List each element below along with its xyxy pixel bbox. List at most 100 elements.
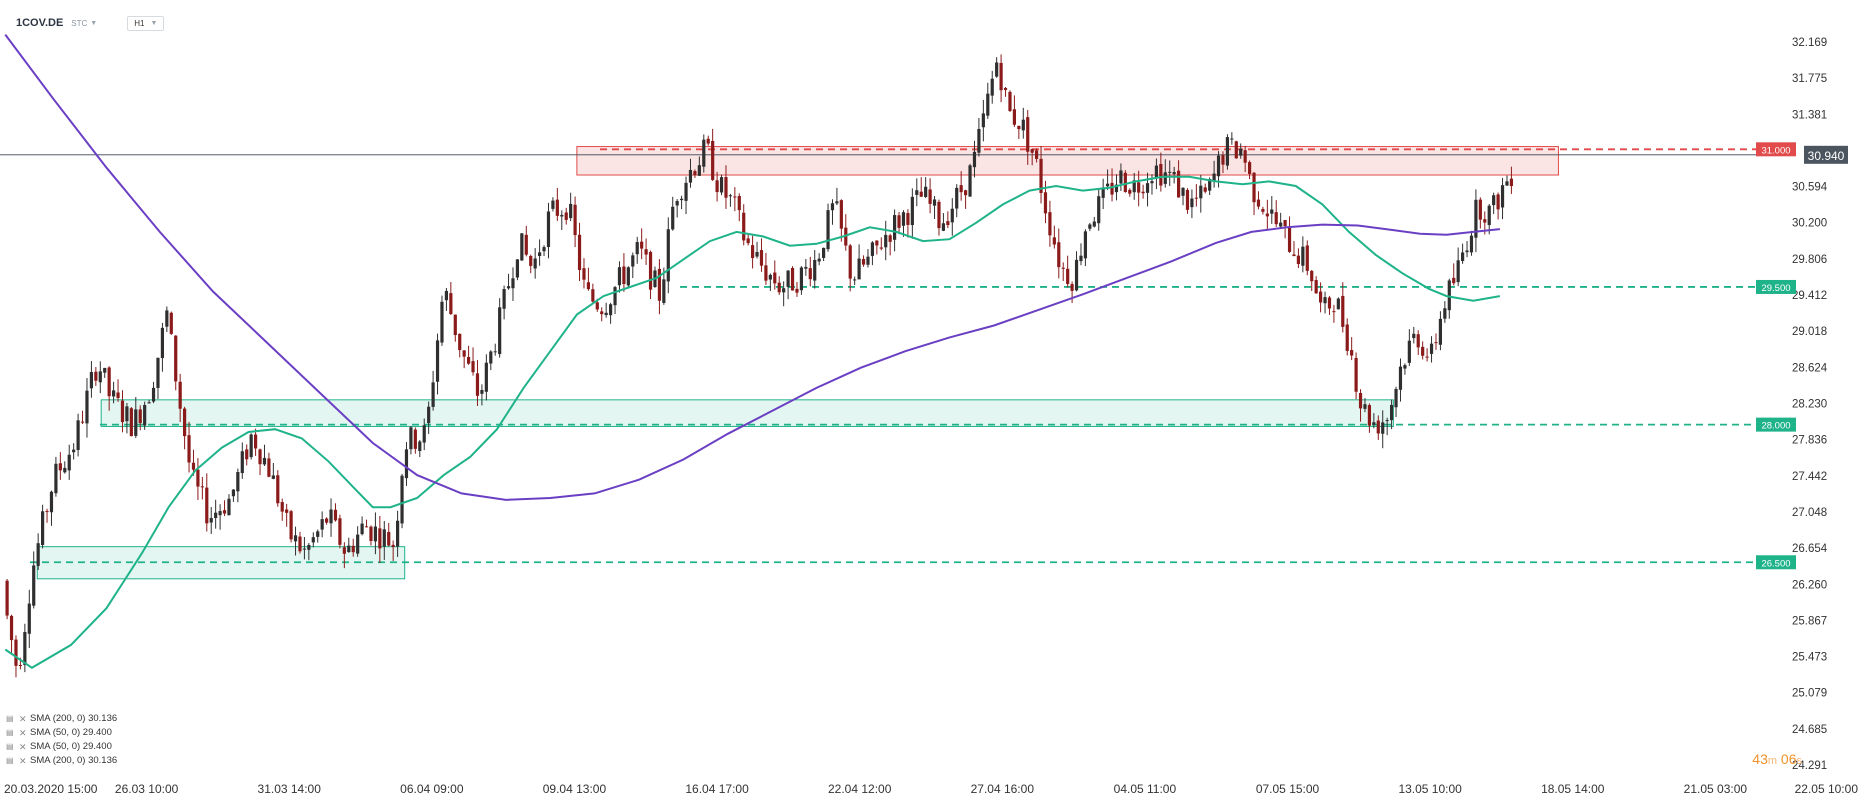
candle-body xyxy=(45,511,49,513)
candle-body xyxy=(1248,162,1252,174)
candle-body xyxy=(351,545,355,553)
candle-body xyxy=(1483,219,1487,223)
candle-body xyxy=(1172,172,1176,175)
candle-body xyxy=(1447,280,1451,311)
close-icon[interactable]: ✕ xyxy=(19,728,27,738)
y-tick-label: 27.836 xyxy=(1792,435,1827,447)
x-tick-label: 16.04 17:00 xyxy=(685,782,749,796)
candle-body xyxy=(196,469,200,487)
legend-item[interactable]: ▤ ✕ SMA (200, 0) 30.136 xyxy=(6,712,117,726)
source-selector[interactable]: STC ▼ xyxy=(71,19,97,28)
candle-body xyxy=(1008,91,1012,112)
x-tick-label: 07.05 15:00 xyxy=(1256,782,1320,796)
candle-body xyxy=(1154,165,1159,179)
candle-body xyxy=(582,268,586,280)
candle-body xyxy=(773,272,777,284)
sma-50-line[interactable] xyxy=(4,175,1501,669)
candle-body xyxy=(1292,254,1296,257)
candle-body xyxy=(613,287,617,306)
candle-body xyxy=(1403,365,1407,369)
symbol-label[interactable]: 1COV.DE xyxy=(16,17,64,29)
candle-body xyxy=(573,204,577,236)
candle-body xyxy=(378,528,382,549)
candle-body xyxy=(1252,172,1256,203)
candle-body xyxy=(657,268,662,301)
candle-body xyxy=(1478,199,1482,220)
y-tick-label: 31.775 xyxy=(1792,73,1827,85)
support-zone[interactable] xyxy=(100,399,1394,427)
y-tick-label: 27.048 xyxy=(1792,507,1827,519)
candle-body xyxy=(1234,141,1238,159)
candle-body xyxy=(427,406,431,424)
candle-body xyxy=(875,240,879,246)
candle-body xyxy=(440,301,444,343)
candle-body xyxy=(1319,291,1323,303)
candle-body xyxy=(471,361,475,373)
level-badge[interactable] xyxy=(1756,142,1796,157)
close-icon[interactable]: ✕ xyxy=(19,714,27,724)
candle-body xyxy=(5,580,9,616)
candle-body xyxy=(768,274,772,280)
legend-item[interactable]: ▤ ✕ SMA (50, 0) 29.400 xyxy=(6,726,117,740)
candle-body xyxy=(98,371,102,383)
candle-body xyxy=(1301,246,1305,266)
candle-body xyxy=(1194,197,1198,199)
candle-body xyxy=(853,279,857,281)
candle-body xyxy=(1496,194,1500,210)
candle-body xyxy=(41,511,45,546)
level-badge[interactable] xyxy=(1756,555,1796,570)
candle-body xyxy=(680,198,684,201)
y-tick-label: 31.381 xyxy=(1792,109,1827,121)
candle-body xyxy=(1243,150,1247,163)
candle-body xyxy=(1159,163,1163,186)
level-badge[interactable] xyxy=(1756,279,1796,294)
legend-item[interactable]: ▤ ✕ SMA (50, 0) 29.400 xyxy=(6,740,117,754)
candle-body xyxy=(160,327,165,359)
candle-body xyxy=(63,467,67,473)
candle-body xyxy=(187,435,191,463)
candle-body xyxy=(467,357,471,364)
candle-body xyxy=(728,195,733,197)
candle-body xyxy=(697,165,701,176)
current-price-label: 30.940 xyxy=(1808,149,1845,163)
candle-body xyxy=(817,258,821,262)
candle-body xyxy=(822,247,826,258)
sma-200-line[interactable] xyxy=(4,34,1501,501)
candle-body xyxy=(1057,242,1061,268)
y-tick-label: 24.291 xyxy=(1792,760,1827,772)
level-badge-label: 28.000 xyxy=(1761,421,1790,432)
candle-body xyxy=(245,449,249,460)
resistance-zone[interactable] xyxy=(576,146,1559,176)
candle-body xyxy=(27,603,31,634)
candle-body xyxy=(1181,187,1185,196)
candle-body xyxy=(107,367,111,397)
candle-body xyxy=(249,434,253,458)
candle-body xyxy=(493,351,497,353)
candle-body xyxy=(715,180,719,193)
candle-body xyxy=(9,615,14,641)
candle-body xyxy=(1039,158,1043,193)
candle-body xyxy=(1500,185,1505,208)
candle-body xyxy=(289,511,293,540)
level-badge[interactable] xyxy=(1756,417,1796,432)
candle-body xyxy=(276,475,280,504)
close-icon[interactable]: ✕ xyxy=(19,742,27,752)
candle-body xyxy=(1461,252,1465,261)
candle-body xyxy=(1376,420,1380,434)
candle-body xyxy=(1323,297,1327,304)
candle-body xyxy=(941,223,946,231)
candle-body xyxy=(1336,298,1340,310)
timeframe-selector[interactable]: H1 ▼ xyxy=(127,15,165,31)
candle-body xyxy=(542,247,546,252)
legend-item[interactable]: ▤ ✕ SMA (200, 0) 30.136 xyxy=(6,754,117,768)
candle-body xyxy=(129,408,133,437)
candle-body xyxy=(400,475,404,524)
close-icon[interactable]: ✕ xyxy=(19,756,27,766)
candle-body xyxy=(484,362,488,392)
candle-body xyxy=(848,245,852,279)
candle-body xyxy=(498,307,502,355)
candle-body xyxy=(480,389,484,394)
candle-body xyxy=(125,406,129,422)
